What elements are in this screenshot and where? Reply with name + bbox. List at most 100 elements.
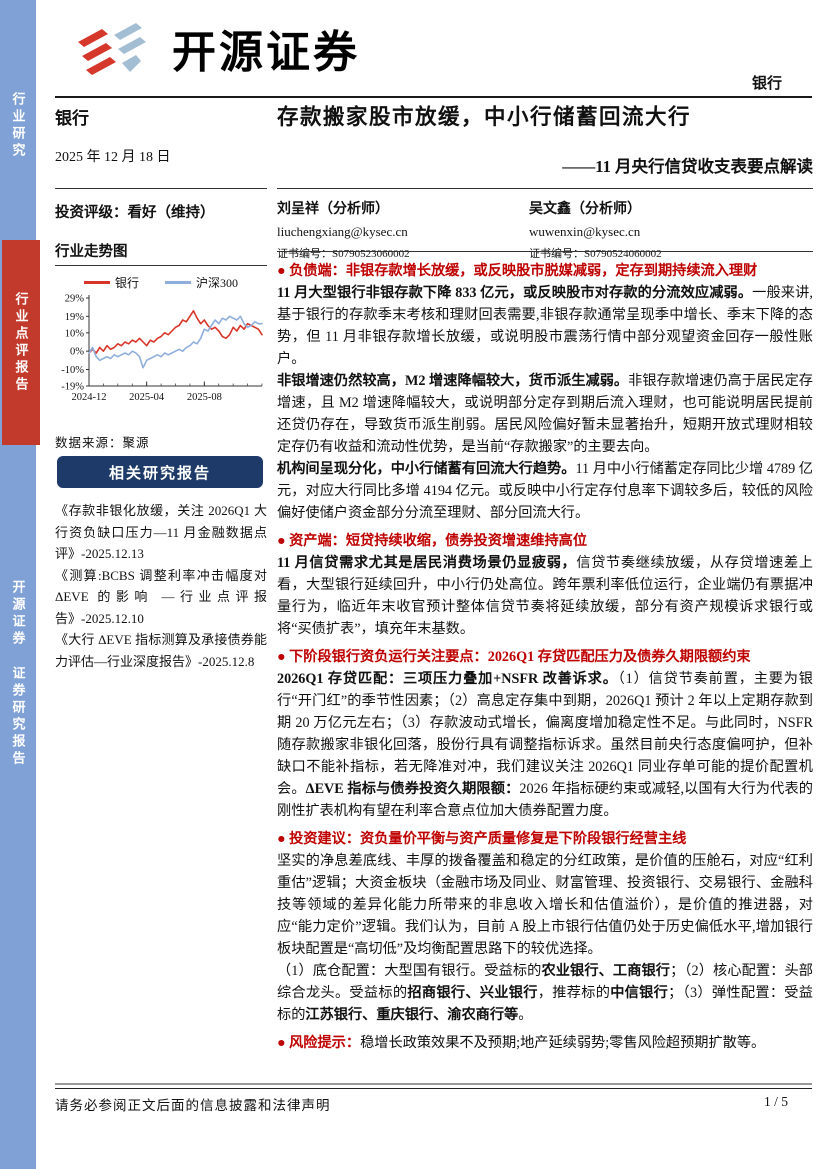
brand-logo-icon <box>78 23 146 75</box>
text-segment: ；（2）核心配置：头部综合龙头。受益标的 <box>277 963 813 1001</box>
analyst-cert-no: 证书编号：S0790524060002 <box>529 248 662 260</box>
body-paragraph: 11 月信贷需求尤其是居民消费场景仍显疲弱，信贷节奏继续放缓，从存贷增速差上看，… <box>277 552 813 640</box>
analyst-cert-no: 证书编号：S0790523060002 <box>277 248 410 260</box>
related-report-item: 《大行 ΔEVE 指标测算及承接债券能力评估—行业深度报告》-2025.12.8 <box>55 632 267 669</box>
text-segment: 一般来讲,基于银行的存款季末考核和理财回表需要,非银存款通常呈现季中增长、季末下… <box>277 285 813 367</box>
text-segment: （1）信贷节奏前置，主要为银行“开门红”的季节性因素；（2）高息定存集中到期，2… <box>277 671 813 797</box>
related-reports-header-text: 相关研究报告 <box>108 465 211 482</box>
industry-name: 银行 <box>55 109 89 128</box>
text-segment: 坚实的净息差底线、丰厚的拨备覆盖和稳定的分红政策，是价值的压舱石，对应“红利重估… <box>277 853 813 957</box>
x-tick-label: 2024-12 <box>72 392 107 403</box>
sidebar-brand-name: 开源证券 <box>10 580 26 648</box>
divider <box>277 188 813 189</box>
text-segment: 信贷节奏继续放缓，从存贷增速差上看，大型银行延续回升，中小行仍处高位。跨年票利率… <box>277 555 813 637</box>
divider <box>55 188 267 189</box>
text-segment: 江苏银行、重庆银行、渝农商行等 <box>305 1007 519 1023</box>
x-tick-label: 2025-04 <box>129 392 165 403</box>
text-segment: 11 月中小行储蓄定存同比少增 4789 亿元，对应大行同比多增 4194 亿元… <box>277 461 813 521</box>
text-segment: 非银增速仍然较高，M2 增速降幅较大，货币派生减弱。 <box>277 373 629 389</box>
series-line-银行 <box>88 309 263 354</box>
industry-tag: 银行 <box>751 76 782 92</box>
section-heading: ● 投资建议：资负量价平衡与资产质量修复是下阶段银行经营主线 <box>277 831 687 847</box>
report-section: ● 投资建议：资负量价平衡与资产质量修复是下阶段银行经营主线坚实的净息差底线、丰… <box>277 828 813 1026</box>
sidebar-red-badge-text: 行业点评报告 <box>13 291 29 394</box>
body-paragraph: 2026Q1 存贷匹配：三项压力叠加+NSFR 改善诉求。（1）信贷节奏前置，主… <box>277 668 813 822</box>
text-segment: ΔEVE 指标与债券投资久期限额： <box>305 781 520 797</box>
y-tick-label: 29% <box>65 294 85 305</box>
section-heading: ● 资产端：短贷持续收缩，债券投资增速维持高位 <box>277 533 588 549</box>
footer-rule <box>55 1083 812 1089</box>
brand-name: 开源证券 <box>172 28 360 77</box>
text-segment: 招商银行、兴业银行 <box>407 985 538 1001</box>
analysts-block: 刘呈祥（分析师） liuchengxiang@kysec.cn 证书编号：S0790… <box>277 198 813 261</box>
section-heading: ● 负债端：非银存款增长放缓，或反映股市脱媒减弱，定存到期持续流入理财 <box>277 263 758 279</box>
report-section: ● 风险提示：稳增长政策效果不及预期;地产延续弱势;零售风险超预期扩散等。 <box>277 1032 813 1054</box>
analyst-name: 刘呈祥（分析师） <box>277 202 389 217</box>
text-segment: ；（3）弹性配置：受益标的 <box>277 985 813 1023</box>
chart-legend: 银行 沪深300 <box>55 274 267 291</box>
chart-heading: 行业走势图 <box>55 244 128 260</box>
legend-line-swatch <box>83 281 110 284</box>
legend-line-swatch <box>165 281 191 284</box>
y-tick-label: -10% <box>61 365 84 376</box>
investment-rating: 投资评级：看好（维持） <box>55 205 215 221</box>
text-segment: 2026Q1 存贷匹配：三项压力叠加+NSFR 改善诉求。 <box>277 671 618 687</box>
body-paragraph: 坚实的净息差底线、丰厚的拨备覆盖和稳定的分红政策，是价值的压舱石，对应“红利重估… <box>277 850 813 960</box>
sidebar-red-badge: 行业点评报告 <box>2 240 40 445</box>
y-tick-label: 0% <box>70 347 84 358</box>
page-title: 存款搬家股市放缓，中小行储蓄回流大行 <box>277 105 692 129</box>
trend-chart-svg: 29% 19% 10% 0% -10% -19%2024-12 2025-04 2025-08 <box>61 294 263 403</box>
text-segment: （1）底仓配置：大型国有银行。受益标的 <box>277 963 542 979</box>
page-number: 1 / 5 <box>763 1094 788 1109</box>
body-paragraph: ● 风险提示：稳增长政策效果不及预期;地产延续弱势;零售风险超预期扩散等。 <box>277 1032 813 1054</box>
y-tick-label: 10% <box>65 328 85 339</box>
related-report-item: 《存款非银化放缓，关注 2026Q1 大行资负缺口压力—11 月金融数据点评》-… <box>55 503 267 561</box>
text-segment: 机构间呈现分化，中小行储蓄有回流大行趋势。 <box>277 461 576 477</box>
body-paragraph: 非银增速仍然较高，M2 增速降幅较大，货币派生减弱。非银存款增速仍高于居民定存增… <box>277 370 813 458</box>
divider <box>55 265 267 266</box>
related-reports-list: 《存款非银化放缓，关注 2026Q1 大行资负缺口压力—11 月金融数据点评》-… <box>55 500 267 672</box>
sidebar-label-industry-research: 行业研究 <box>0 92 36 160</box>
y-tick-label: 19% <box>65 312 85 323</box>
legend-label: 沪深300 <box>196 276 239 290</box>
text-segment: 11 月大型银行非银存款下降 833 亿元，或反映股市对存款的分流效应减弱。 <box>277 285 753 301</box>
report-date: 2025 年 12 月 18 日 <box>55 150 171 165</box>
footer-disclaimer: 请务必参阅正文后面的信息披露和法律声明 <box>55 1098 331 1113</box>
body-paragraph: 11 月大型银行非银存款下降 833 亿元，或反映股市对存款的分流效应减弱。一般… <box>277 282 813 370</box>
sidebar-label-text: 行业研究 <box>10 92 26 160</box>
sidebar: 行业研究 行业点评报告 开源证券证券研究报告 <box>0 0 40 1169</box>
y-tick-label: -19% <box>61 382 84 393</box>
sidebar-brand-label: 开源证券证券研究报告 <box>9 580 28 768</box>
text-segment: 非银存款增速仍高于居民定存增速，且 M2 增速降幅较大，或说明部分定存到期后流入… <box>277 373 813 455</box>
related-report-item: 《测算:BCBS 调整利率冲击幅度对ΔEVE 的影响 —行业点评报告》-2025… <box>55 567 267 626</box>
analyst-name: 吴文鑫（分析师） <box>529 202 641 217</box>
body-paragraph: （1）底仓配置：大型国有银行。受益标的农业银行、工商银行；（2）核心配置：头部综… <box>277 960 813 1026</box>
legend-item: 银行 <box>83 274 139 291</box>
legend-item: 沪深300 <box>165 274 238 291</box>
report-section: ● 资产端：短贷持续收缩，债券投资增速维持高位 11 月信贷需求尤其是居民消费场景… <box>277 530 813 640</box>
analyst-email: wuwenxin@kysec.cn <box>529 224 641 239</box>
page-subtitle: ——11 月央行信贷收支表要点解读 <box>562 157 813 176</box>
text-segment: 稳增长政策效果不及预期;地产延续弱势;零售风险超预期扩散等。 <box>360 1035 766 1051</box>
chart-source: 数据来源：聚源 <box>55 436 150 450</box>
industry-trend-chart: 银行 沪深300 29% 19% 10% 0% -10% -19% 2024-12 2025-0… <box>55 274 267 412</box>
text-segment: ，推荐标的 <box>537 985 611 1001</box>
analyst-email: liuchengxiang@kysec.cn <box>277 224 408 239</box>
report-section: ● 下阶段银行资负运行关注要点：2026Q1 存贷匹配压力及债券久期限额约束 20… <box>277 646 813 822</box>
header-rule <box>55 96 812 98</box>
related-reports-header: 相关研究报告 <box>57 456 263 488</box>
x-tick-label: 2025-08 <box>187 392 222 403</box>
text-segment: 农业银行、工商银行 <box>541 963 671 979</box>
text-segment: 。 <box>518 1007 533 1023</box>
text-segment: ● 风险提示： <box>277 1035 361 1051</box>
series-line-沪深300 <box>88 315 263 369</box>
legend-label: 银行 <box>114 276 139 290</box>
report-body: ● 负债端：非银存款增长放缓，或反映股市脱媒减弱，定存到期持续流入理财 11 月大… <box>277 260 813 1060</box>
text-segment: 中信银行 <box>610 985 669 1001</box>
section-heading: ● 下阶段银行资负运行关注要点：2026Q1 存贷匹配压力及债券久期限额约束 <box>277 649 751 665</box>
sidebar-research-report-label: 证券研究报告 <box>10 666 26 768</box>
body-paragraph: 机构间呈现分化，中小行储蓄有回流大行趋势。11 月中小行储蓄定存同比少增 478… <box>277 458 813 524</box>
sidebar-label-brand-research: 开源证券证券研究报告 <box>0 580 36 768</box>
text-segment: 11 月信贷需求尤其是居民消费场景仍显疲弱， <box>277 555 577 571</box>
